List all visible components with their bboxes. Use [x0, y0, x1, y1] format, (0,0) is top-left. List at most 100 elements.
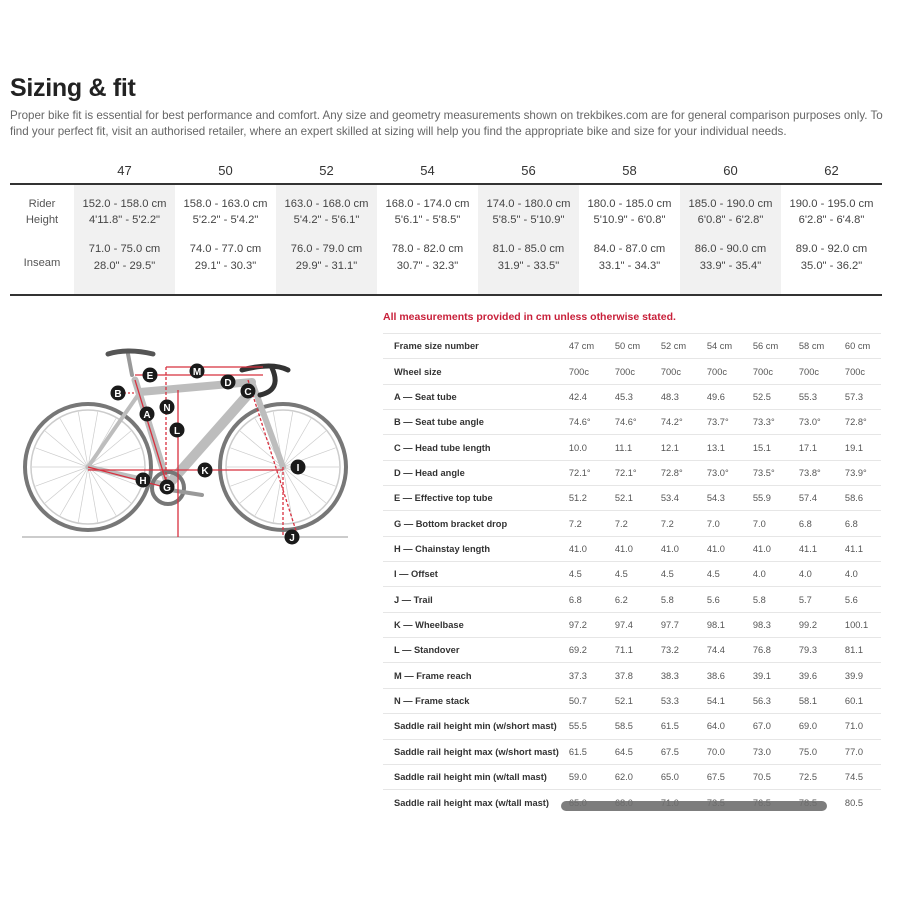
- table-row: N — Frame stack 50.7 52.1 53.3 54.1 56.3 58.1 6…: [383, 687, 881, 714]
- value-cell: 70.0: [696, 738, 743, 765]
- value-cell: 38.3: [650, 662, 697, 689]
- corner-cell: [10, 158, 74, 184]
- value-cell: 39.6: [788, 662, 835, 689]
- value-cell: 5.7: [788, 586, 835, 613]
- value-cell: 7.2: [604, 510, 651, 537]
- inseam-cell: 89.0 - 92.0 cm 35.0" - 36.2": [781, 233, 882, 295]
- table-row: Saddle rail height min (w/short mast) 55.…: [383, 713, 881, 739]
- value-cell: 5.6: [834, 586, 881, 613]
- value-cell: 61.5: [558, 738, 605, 765]
- value-cell: 700c: [696, 358, 743, 385]
- svg-text:C: C: [244, 387, 251, 398]
- value-cell: 37.3: [558, 662, 605, 689]
- value-cell: 54.1: [696, 687, 743, 714]
- value-cell: 13.1: [696, 434, 743, 461]
- label-e-marker: E: [142, 367, 158, 383]
- value-cell: 61.5: [650, 713, 697, 739]
- inseam-cell: 86.0 - 90.0 cm 33.9" - 35.4": [680, 233, 781, 295]
- imperial-range: 28.0" - 29.5": [93, 259, 156, 272]
- rider-height-cell: 185.0 - 190.0 cm 6'0.8" - 6'2.8": [680, 184, 781, 233]
- value-cell: 60 cm: [834, 332, 881, 359]
- value-cell: 5.8: [650, 586, 697, 613]
- value-cell: 97.7: [650, 611, 697, 638]
- size-header: 56: [521, 163, 536, 178]
- value-cell: 72.1°: [604, 459, 651, 486]
- intro-text: Proper bike fit is essential for best pe…: [10, 109, 883, 138]
- value-cell: 80.5: [834, 789, 881, 816]
- value-cell: 79.3: [788, 637, 835, 663]
- horizontal-scrollbar[interactable]: [561, 801, 827, 811]
- value-cell: 700c: [604, 358, 651, 385]
- value-cell: 74.2°: [650, 409, 697, 435]
- inseam-cell: 84.0 - 87.0 cm 33.1" - 34.3": [579, 233, 680, 295]
- metric-range: 86.0 - 90.0 cm: [694, 243, 767, 255]
- inseam-cell: 81.0 - 85.0 cm 31.9" - 33.5": [478, 233, 579, 295]
- svg-text:H: H: [139, 476, 146, 487]
- value-cell: 73.5°: [742, 459, 789, 486]
- imperial-range: 35.0" - 36.2": [800, 259, 863, 272]
- value-cell: 4.0: [788, 561, 835, 587]
- value-cell: 70.5: [742, 763, 789, 790]
- imperial-range: 30.7" - 32.3": [396, 259, 459, 272]
- value-cell: 76.8: [742, 637, 789, 663]
- label-k-marker: K: [197, 462, 213, 478]
- value-cell: 67.0: [742, 713, 789, 739]
- value-cell: 17.1: [788, 434, 835, 461]
- row-label: N — Frame stack: [383, 687, 559, 714]
- metric-range: 190.0 - 195.0 cm: [789, 197, 874, 210]
- value-cell: 72.8°: [834, 409, 881, 435]
- inseam-cell: 74.0 - 77.0 cm 29.1" - 30.3": [175, 233, 276, 295]
- value-cell: 59.0: [558, 763, 605, 790]
- value-cell: 52.5: [742, 383, 789, 410]
- row-label: G — Bottom bracket drop: [383, 510, 559, 537]
- value-cell: 6.8: [788, 510, 835, 537]
- value-cell: 700c: [558, 358, 605, 385]
- svg-text:J: J: [289, 533, 295, 544]
- table-row: K — Wheelbase 97.2 97.4 97.7 98.1 98.3 99.2 100…: [383, 611, 881, 638]
- rider-height-cell: 180.0 - 185.0 cm 5'10.9" - 6'0.8": [579, 184, 680, 233]
- value-cell: 58.6: [834, 485, 881, 511]
- value-cell: 73.8°: [788, 459, 835, 486]
- size-header: 52: [319, 163, 334, 178]
- value-cell: 57.3: [834, 383, 881, 410]
- table-row: D — Head angle 72.1° 72.1° 72.8° 73.0° 73.5° 7…: [383, 459, 881, 486]
- size-header: 50: [218, 163, 233, 178]
- row-label: Saddle rail height min (w/tall mast): [383, 763, 559, 790]
- row-label: L — Standover: [383, 637, 559, 663]
- row-label: K — Wheelbase: [383, 611, 559, 638]
- label-l-marker: L: [169, 422, 185, 438]
- rider-height-cell: 158.0 - 163.0 cm 5'2.2" - 5'4.2": [175, 184, 276, 233]
- svg-text:M: M: [193, 367, 201, 378]
- inseam-cell: 78.0 - 82.0 cm 30.7" - 32.3": [377, 233, 478, 295]
- value-cell: 55.9: [742, 485, 789, 511]
- value-cell: 39.9: [834, 662, 881, 689]
- table-row: Wheel size 700c 700c 700c 700c 700c 700c 700c: [383, 358, 881, 385]
- value-cell: 54 cm: [696, 332, 743, 359]
- table-row: C — Head tube length 10.0 11.1 12.1 13.1 15.1…: [383, 434, 881, 461]
- row-label: C — Head tube length: [383, 434, 559, 461]
- table-row: Saddle rail height min (w/tall mast) 59.0…: [383, 763, 881, 790]
- metric-range: 158.0 - 163.0 cm: [183, 197, 268, 210]
- value-cell: 54.3: [696, 485, 743, 511]
- imperial-range: 5'2.2" - 5'4.2": [192, 214, 259, 226]
- imperial-range: 5'10.9" - 6'0.8": [593, 214, 666, 226]
- label-b-marker: B: [110, 385, 126, 401]
- value-cell: 81.1: [834, 637, 881, 663]
- size-header: 47: [117, 163, 132, 178]
- size-header: 54: [420, 163, 435, 178]
- value-cell: 74.5: [834, 763, 881, 790]
- value-cell: 41.1: [788, 535, 835, 562]
- table-row: E — Effective top tube 51.2 52.1 53.4 54.3 55…: [383, 485, 881, 511]
- value-cell: 52.1: [604, 687, 651, 714]
- value-cell: 97.2: [558, 611, 605, 638]
- row-label: M — Frame reach: [383, 662, 559, 689]
- label-g-marker: G: [159, 479, 175, 495]
- imperial-range: 29.1" - 30.3": [194, 259, 257, 272]
- value-cell: 48.3: [650, 383, 697, 410]
- value-cell: 73.2: [650, 637, 697, 663]
- value-cell: 41.0: [696, 535, 743, 562]
- value-cell: 73.9°: [834, 459, 881, 486]
- table-row: G — Bottom bracket drop 7.2 7.2 7.2 7.0 7.0 6.…: [383, 510, 881, 537]
- value-cell: 4.5: [650, 561, 697, 587]
- value-cell: 38.6: [696, 662, 743, 689]
